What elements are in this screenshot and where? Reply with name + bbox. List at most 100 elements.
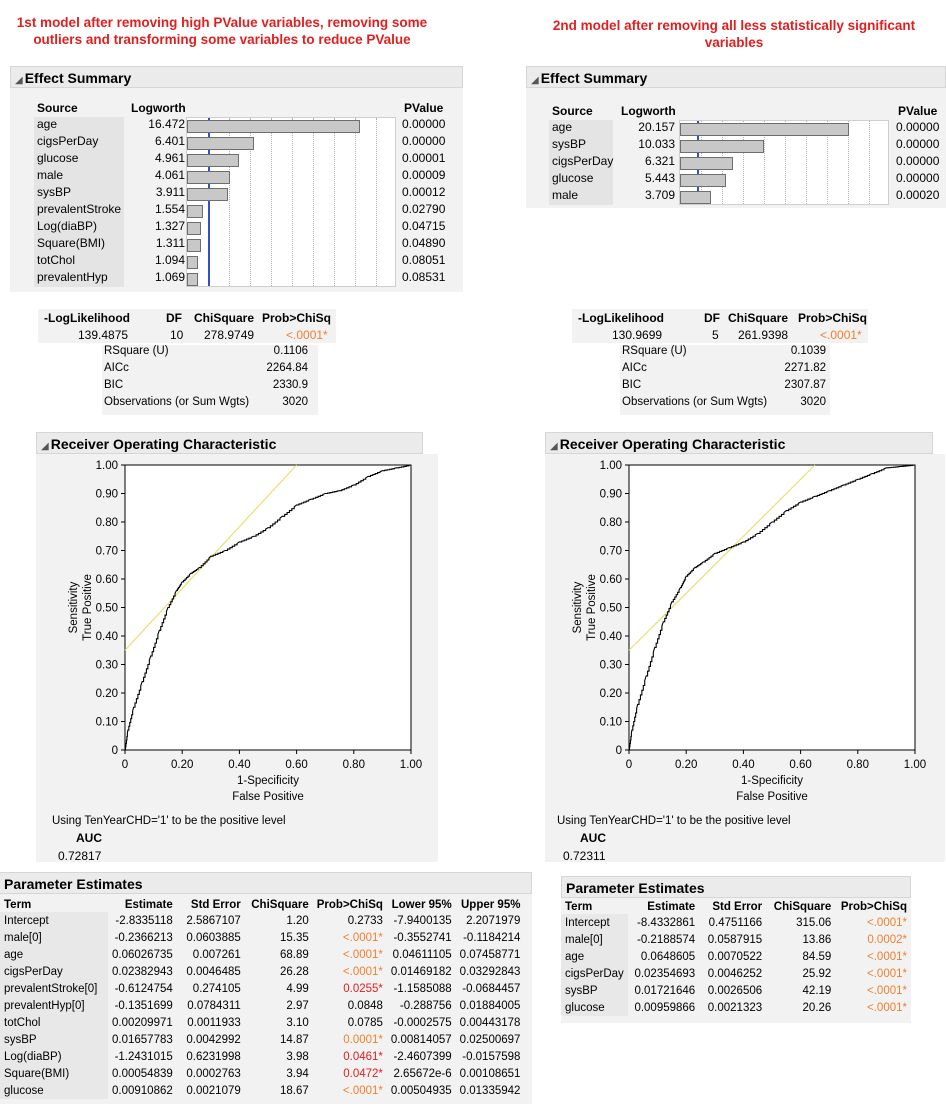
params-cell-prob: <.0001* [867, 1001, 907, 1014]
params-col-header[interactable]: Std Error [712, 901, 763, 913]
gridline [376, 118, 377, 286]
params-cell-hi: 0.02500697 [459, 1033, 521, 1046]
fit-chisq-value: 261.9398 [738, 328, 789, 342]
params-cell-prob: <.0001* [867, 967, 907, 980]
params-cell-prob: 0.0255* [343, 982, 383, 995]
right-params-header[interactable]: Parameter Estimates [561, 876, 911, 898]
params-cell-hi: -0.0157598 [462, 1050, 521, 1063]
auc-value: 0.72817 [58, 849, 102, 863]
params-cell-est: 0.00910862 [112, 1084, 173, 1097]
es-logworth-cell: 1.327 [154, 219, 185, 233]
left-params-header[interactable]: Parameter Estimates [0, 872, 532, 894]
params-cell-se: 2.5867107 [186, 914, 241, 927]
es-source-cell: Square(BMI) [37, 236, 106, 250]
roc-positive-level-note: Using TenYearCHD='1' to be the positive … [557, 815, 791, 827]
x-tick-label: 0.40 [228, 759, 250, 771]
params-cell-lo: 0.00814057 [390, 1033, 452, 1046]
es-source-cell: male [552, 188, 579, 202]
params-cell-se: 0.0011933 [187, 1016, 241, 1029]
x-tick-label: 0.20 [171, 759, 193, 771]
params-cell-prob: 0.2733 [347, 914, 383, 927]
right-effect-summary-header[interactable]: ◢ Effect Summary [526, 66, 946, 88]
x-axis-label: False Positive [736, 791, 808, 803]
collapse-triangle-icon[interactable]: ◢ [41, 441, 49, 452]
fit-stat-label: RSquare (U) [104, 345, 169, 357]
x-tick-label: 0 [626, 759, 632, 771]
fit-stat-value: 0.1106 [273, 345, 308, 357]
params-row: cigsPerDay 0.02382943 0.0046485 26.28 <.0001… [0, 963, 524, 980]
x-tick-label: 0.60 [285, 759, 307, 771]
params-cell-term: Intercept [0, 912, 108, 929]
params-col-header[interactable]: Prob>ChiSq [840, 901, 907, 913]
es-source-cell: glucose [37, 151, 79, 165]
es-pvalue-cell: 0.00000 [896, 137, 940, 151]
params-col-header[interactable]: ChiSquare [251, 899, 309, 911]
params-cell-prob: <.0001* [867, 984, 907, 997]
params-cell-term: glucose [561, 999, 628, 1016]
params-row: Intercept -8.4332861 0.4751166 315.06 <.0001… [561, 914, 911, 931]
es-source-column [34, 117, 124, 287]
params-cell-chi: 14.87 [279, 1033, 309, 1046]
collapse-triangle-icon[interactable]: ◢ [550, 441, 558, 452]
right-fit-stats: RSquare (U) 0.1039 AICc 2271.82 BIC 2307.87 Ob… [620, 345, 830, 415]
params-cell-hi: 0.01884005 [459, 999, 521, 1012]
params-cell-prob: 0.0785 [347, 1016, 383, 1029]
es-logworth-cell: 6.321 [644, 154, 675, 168]
es-col-pvalue: PValue [898, 104, 938, 118]
logworth-bar [187, 120, 360, 133]
left-params-panel: Term Estimate Std Error ChiSquare Prob>ChiSq… [0, 894, 532, 1104]
params-col-header[interactable]: Estimate [124, 899, 173, 911]
params-col-header[interactable]: Upper 95% [461, 899, 521, 911]
params-cell-hi: 0.07458771 [459, 948, 521, 961]
logworth-bar-area [679, 120, 889, 205]
collapse-triangle-icon[interactable]: ◢ [15, 75, 23, 86]
es-col-source: Source [37, 101, 78, 115]
es-logworth-cell: 5.443 [644, 171, 675, 185]
left-title-line1: 1st model after removing high PValue var… [16, 15, 428, 30]
params-row: glucose 0.00959866 0.0021323 20.26 <.0001* [561, 999, 911, 1016]
es-source-cell: age [37, 117, 58, 131]
params-cell-lo: 0.00504935 [390, 1084, 452, 1097]
params-cell-term: cigsPerDay [561, 965, 628, 982]
es-pvalue-cell: 0.00000 [896, 120, 940, 134]
fit-loglik-value: 130.9699 [612, 328, 663, 342]
x-tick-label: 0.60 [789, 759, 811, 771]
y-tick-label: 0.20 [600, 688, 622, 700]
params-cell-lo: -0.288756 [399, 999, 452, 1012]
params-col-header[interactable]: ChiSquare [773, 901, 832, 913]
params-col-header[interactable]: Std Error [190, 899, 241, 911]
fit-stat-value: 3020 [800, 396, 826, 408]
params-col-header[interactable]: Prob>ChiSq [316, 899, 383, 911]
params-col-header[interactable]: Term [565, 901, 593, 913]
params-col-header[interactable]: Lower 95% [391, 899, 452, 911]
params-cell-hi: 0.00108651 [459, 1067, 521, 1080]
params-cell-prob: 0.0848 [347, 999, 383, 1012]
params-cell-chi: 4.99 [286, 982, 309, 995]
fit-prob-value: <.0001* [820, 328, 862, 342]
params-cell-est: 0.00209971 [112, 1016, 173, 1029]
right-roc-header[interactable]: ◢ Receiver Operating Characteristic [545, 432, 933, 454]
params-cell-lo: 0.04611105 [392, 948, 452, 961]
params-row: sysBP 0.01721646 0.0026506 42.19 <.0001* [561, 982, 911, 999]
left-roc-header[interactable]: ◢ Receiver Operating Characteristic [36, 432, 423, 454]
es-source-cell: prevalentHyp [37, 270, 108, 284]
left-effect-summary-panel: Source Logworth PValue age 16.472 0.00000 c… [10, 88, 463, 292]
params-cell-chi: 42.19 [802, 984, 832, 997]
fit-stat-label: BIC [104, 379, 124, 391]
es-source-cell: cigsPerDay [37, 134, 99, 148]
left-effect-summary-header[interactable]: ◢ Effect Summary [10, 66, 463, 88]
es-pvalue-cell: 0.00000 [896, 154, 940, 168]
y-tick-label: 0.40 [96, 631, 118, 643]
fit-stat-value: 2271.82 [784, 362, 826, 374]
collapse-triangle-icon[interactable]: ◢ [531, 75, 539, 86]
params-col-header[interactable]: Term [4, 899, 32, 911]
y-tick-label: 0.40 [600, 631, 622, 643]
params-col-header[interactable]: Estimate [647, 901, 696, 913]
params-cell-chi: 25.92 [802, 967, 832, 980]
y-axis-label: True Positive [82, 574, 94, 641]
params-cell-term: Square(BMI) [0, 1065, 108, 1082]
y-tick-label: 1.00 [96, 460, 118, 472]
y-tick-label: 0.60 [96, 574, 118, 586]
y-tick-label: 0.10 [96, 717, 118, 729]
logworth-bar [187, 273, 199, 286]
